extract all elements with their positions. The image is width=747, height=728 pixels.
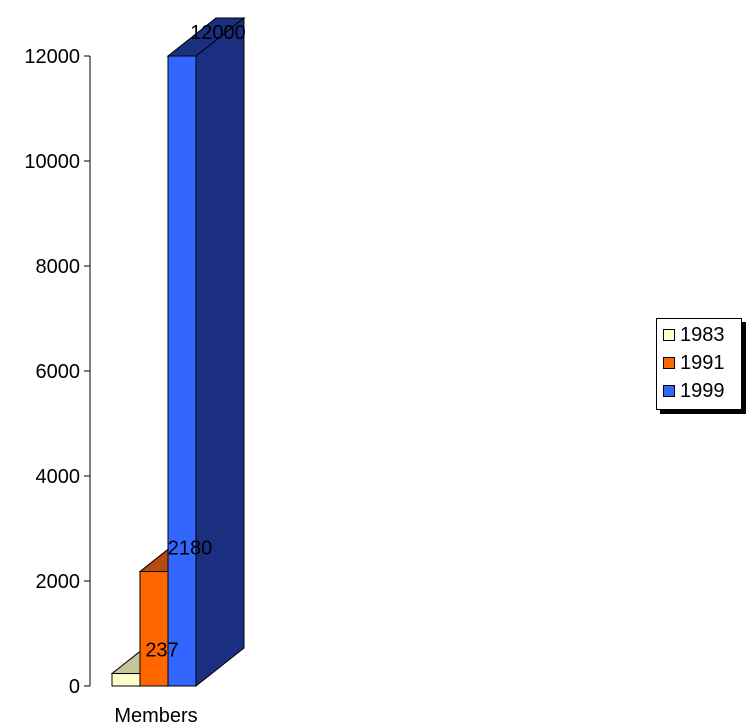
legend: 1983 1991 1999: [656, 318, 742, 410]
legend-label-1991: 1991: [680, 352, 725, 374]
bar-1999: [166, 16, 246, 688]
legend-item-1999: 1999: [663, 381, 725, 401]
bar-side-1999: [195, 16, 245, 688]
bar-front-1983: [111, 673, 141, 687]
y-tick-label-4000: 4000: [36, 466, 81, 488]
y-tick-label-6000: 6000: [36, 361, 81, 383]
legend-swatch-1991: [663, 357, 675, 369]
x-category-label: Members: [114, 705, 197, 727]
y-tick-label-8000: 8000: [36, 256, 81, 278]
y-tick-label-12000: 12000: [24, 46, 80, 68]
data-label-1999: 12000: [190, 22, 246, 44]
legend-swatch-1983: [663, 329, 675, 341]
y-tick-label-2000: 2000: [36, 571, 81, 593]
y-tick-label-10000: 10000: [24, 151, 80, 173]
bar-front-1991: [139, 571, 169, 687]
legend-item-1991: 1991: [663, 353, 725, 373]
data-label-1991: 2180: [168, 538, 213, 560]
y-tick-label-0: 0: [69, 676, 80, 698]
data-label-1983: 237: [145, 640, 178, 662]
bar-front-1999: [167, 55, 197, 687]
legend-label-1999: 1999: [680, 380, 725, 402]
legend-label-1983: 1983: [680, 324, 725, 346]
legend-item-1983: 1983: [663, 325, 725, 345]
legend-swatch-1999: [663, 385, 675, 397]
